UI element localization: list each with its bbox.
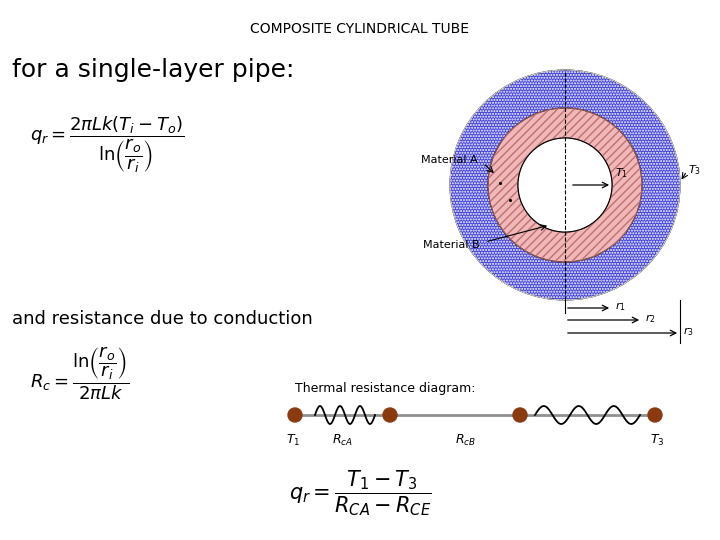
Wedge shape (450, 70, 680, 300)
Circle shape (383, 408, 397, 422)
Text: $T_3$: $T_3$ (688, 163, 701, 177)
Text: $R_c = \dfrac{\ln\!\left(\dfrac{r_o}{r_i}\right)}{2\pi Lk}$: $R_c = \dfrac{\ln\!\left(\dfrac{r_o}{r_i… (30, 345, 129, 402)
Text: $q_r = \dfrac{T_1 - T_3}{R_{CA} - R_{CE}}$: $q_r = \dfrac{T_1 - T_3}{R_{CA} - R_{CE}… (289, 468, 431, 518)
Text: for a single-layer pipe:: for a single-layer pipe: (12, 58, 294, 82)
Text: $T_3$: $T_3$ (649, 433, 665, 448)
Text: and resistance due to conduction: and resistance due to conduction (12, 310, 312, 328)
Circle shape (513, 408, 527, 422)
Wedge shape (488, 108, 642, 262)
Text: $R_{cA}$: $R_{cA}$ (332, 433, 353, 448)
Text: $r_2$: $r_2$ (645, 313, 656, 326)
Text: $r_3$: $r_3$ (683, 326, 694, 339)
Text: $r_1$: $r_1$ (615, 301, 626, 313)
Text: $R_{cB}$: $R_{cB}$ (454, 433, 475, 448)
Circle shape (288, 408, 302, 422)
Circle shape (648, 408, 662, 422)
Circle shape (518, 138, 612, 232)
Text: Thermal resistance diagram:: Thermal resistance diagram: (295, 382, 475, 395)
Text: $q_r = \dfrac{2\pi Lk(T_i - T_o)}{\ln\!\left(\dfrac{r_o}{r_i}\right)}$: $q_r = \dfrac{2\pi Lk(T_i - T_o)}{\ln\!\… (30, 115, 184, 176)
Text: Material B: Material B (423, 240, 480, 250)
Text: Material A: Material A (421, 155, 478, 165)
Text: $T_1$: $T_1$ (615, 166, 628, 180)
Text: $T_1$: $T_1$ (286, 433, 300, 448)
Text: COMPOSITE CYLINDRICAL TUBE: COMPOSITE CYLINDRICAL TUBE (251, 22, 469, 36)
